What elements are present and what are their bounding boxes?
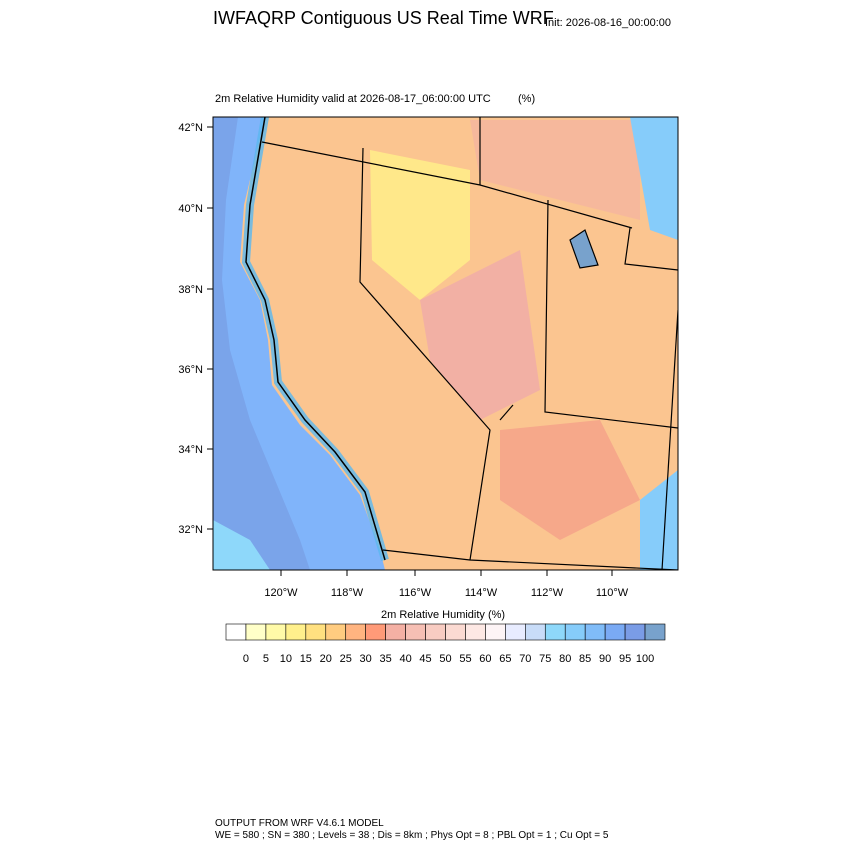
colorbar-title: 2m Relative Humidity (%) — [381, 609, 505, 621]
colorbar-label: 55 — [459, 653, 471, 665]
humid-region — [500, 420, 640, 540]
lon-label: 118°W — [331, 587, 364, 599]
state-borders — [261, 117, 678, 570]
colorbar-box — [525, 623, 546, 641]
colorbar-label: 45 — [419, 653, 431, 665]
lon-label: 114°W — [465, 587, 498, 599]
colorbar-box — [604, 623, 626, 641]
colorbar-label: 10 — [280, 653, 292, 665]
lat-label: 38°N — [178, 284, 203, 296]
colorbar-box — [624, 623, 646, 641]
shallow-ocean — [213, 520, 270, 570]
lon-label: 112°W — [531, 587, 564, 599]
colorbar-box — [405, 623, 426, 641]
colorbar-label: 65 — [499, 653, 511, 665]
colorbar-label: 20 — [320, 653, 332, 665]
lon-label: 116°W — [399, 587, 432, 599]
colorbar-box — [385, 623, 406, 641]
map-frame — [212, 116, 679, 571]
lat-label: 36°N — [178, 364, 203, 376]
map — [212, 116, 679, 571]
colorbar-box — [644, 623, 666, 641]
lat-label: 40°N — [178, 203, 203, 215]
humid-region — [420, 250, 540, 420]
lon-label: 110°W — [596, 587, 629, 599]
border — [624, 227, 678, 271]
colorbar-label: 25 — [340, 653, 352, 665]
footer-line: OUTPUT FROM WRF V4.6.1 MODEL — [215, 818, 384, 829]
colorbar-box — [425, 623, 446, 641]
colorbar-label: 0 — [243, 653, 249, 665]
deep-ocean — [213, 117, 310, 570]
dry-region — [370, 150, 470, 300]
colorbar-label: 100 — [636, 653, 654, 665]
lat-label: 42°N — [178, 122, 203, 134]
colorbar-box — [505, 623, 526, 641]
colorbar-box — [325, 623, 347, 641]
lon-label: 120°W — [264, 587, 298, 599]
subtitle: 2m Relative Humidity valid at 2026-08-17… — [215, 93, 491, 105]
colorbar-box — [544, 623, 566, 641]
colorbar-box — [564, 623, 586, 641]
colorbar-box — [305, 623, 327, 641]
humid-region — [630, 117, 678, 240]
colorbar-box — [245, 623, 267, 641]
colorbar-label: 50 — [439, 653, 451, 665]
colorbar-box — [225, 623, 247, 641]
colorbar-box — [485, 623, 506, 641]
border — [359, 147, 491, 561]
colorbar-label: 5 — [263, 653, 269, 665]
colorbar-label: 85 — [579, 653, 591, 665]
colorbar-label: 70 — [519, 653, 531, 665]
border — [382, 549, 678, 570]
colorbar-box — [584, 623, 606, 641]
lat-label: 34°N — [178, 444, 203, 456]
colorbar-label: 30 — [360, 653, 372, 665]
humid-region — [640, 470, 678, 570]
colorbar-label: 75 — [539, 653, 551, 665]
border — [499, 404, 514, 421]
colorbar-box — [265, 623, 287, 641]
coastline — [245, 117, 386, 561]
colorbar-box — [365, 623, 386, 641]
colorbar-box — [345, 623, 366, 641]
colorbar-box — [285, 623, 307, 641]
footer-line: WE = 580 ; SN = 380 ; Levels = 38 ; Dis … — [215, 830, 609, 841]
colorbar-box — [465, 623, 486, 641]
humid-region — [470, 120, 640, 220]
lat-label: 32°N — [178, 524, 203, 536]
border — [544, 199, 678, 429]
colorbar-label: 95 — [619, 653, 631, 665]
colorbar-label: 90 — [599, 653, 611, 665]
colorbar-label: 40 — [399, 653, 411, 665]
colorbar-label: 35 — [380, 653, 392, 665]
colorbar-label: 80 — [559, 653, 571, 665]
border — [661, 309, 678, 570]
title: IWFAQRP Contiguous US Real Time WRF — [213, 8, 554, 28]
lake — [569, 229, 599, 269]
colorbar-label: 15 — [300, 653, 312, 665]
colorbar-box — [445, 623, 466, 641]
colorbar-label: 60 — [479, 653, 491, 665]
units: (%) — [518, 93, 535, 105]
init-time: Init: 2026-08-16_00:00:00 — [545, 17, 671, 29]
